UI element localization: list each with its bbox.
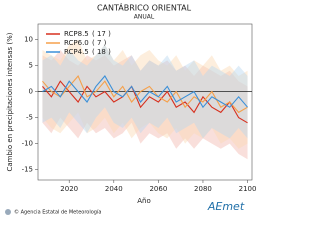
chart-title: CANTÁBRICO ORIENTAL [97,2,192,13]
x-tick-label: 2100 [239,185,257,193]
x-axis-label: Año [137,197,151,205]
legend-count: ( 18 ) [92,48,111,56]
band [42,50,248,160]
y-tick-label: 10 [24,36,33,44]
y-tick-label: 0 [29,88,33,96]
series-line [42,74,248,114]
y-tick-label: -10 [22,140,33,148]
y-axis-label: Cambio en precipitaciones intensas (%) [6,32,14,171]
chart-subtitle: ANUAL [134,14,155,21]
y-tick-label: 5 [29,62,33,70]
footer: © Agencia Estatal de Meteorología [14,209,101,216]
x-tick-label: 2080 [194,185,212,193]
series-line [42,75,248,109]
legend-label: RCP4.5 [64,48,89,56]
y-tick-label: -15 [22,166,33,174]
band [42,39,248,149]
legend-label: RCP6.0 [64,39,89,47]
x-tick-label: 2020 [60,185,78,193]
page: {"chart_data": {"type": "line", "title":… [5,1,257,216]
footer-icon [5,209,11,215]
legend-count: ( 17 ) [92,30,111,38]
logo: AEmet [207,200,245,213]
x-tick-label: 2060 [149,185,167,193]
legend-label: RCP8.5 [64,30,89,38]
series-line [42,80,248,124]
x-tick-label: 2040 [105,185,123,193]
legend-count: ( 7 ) [92,39,107,47]
y-tick-label: -5 [26,114,33,122]
chart: CANTÁBRICO ORIENTAL ANUAL Cambio en prec… [5,2,257,216]
